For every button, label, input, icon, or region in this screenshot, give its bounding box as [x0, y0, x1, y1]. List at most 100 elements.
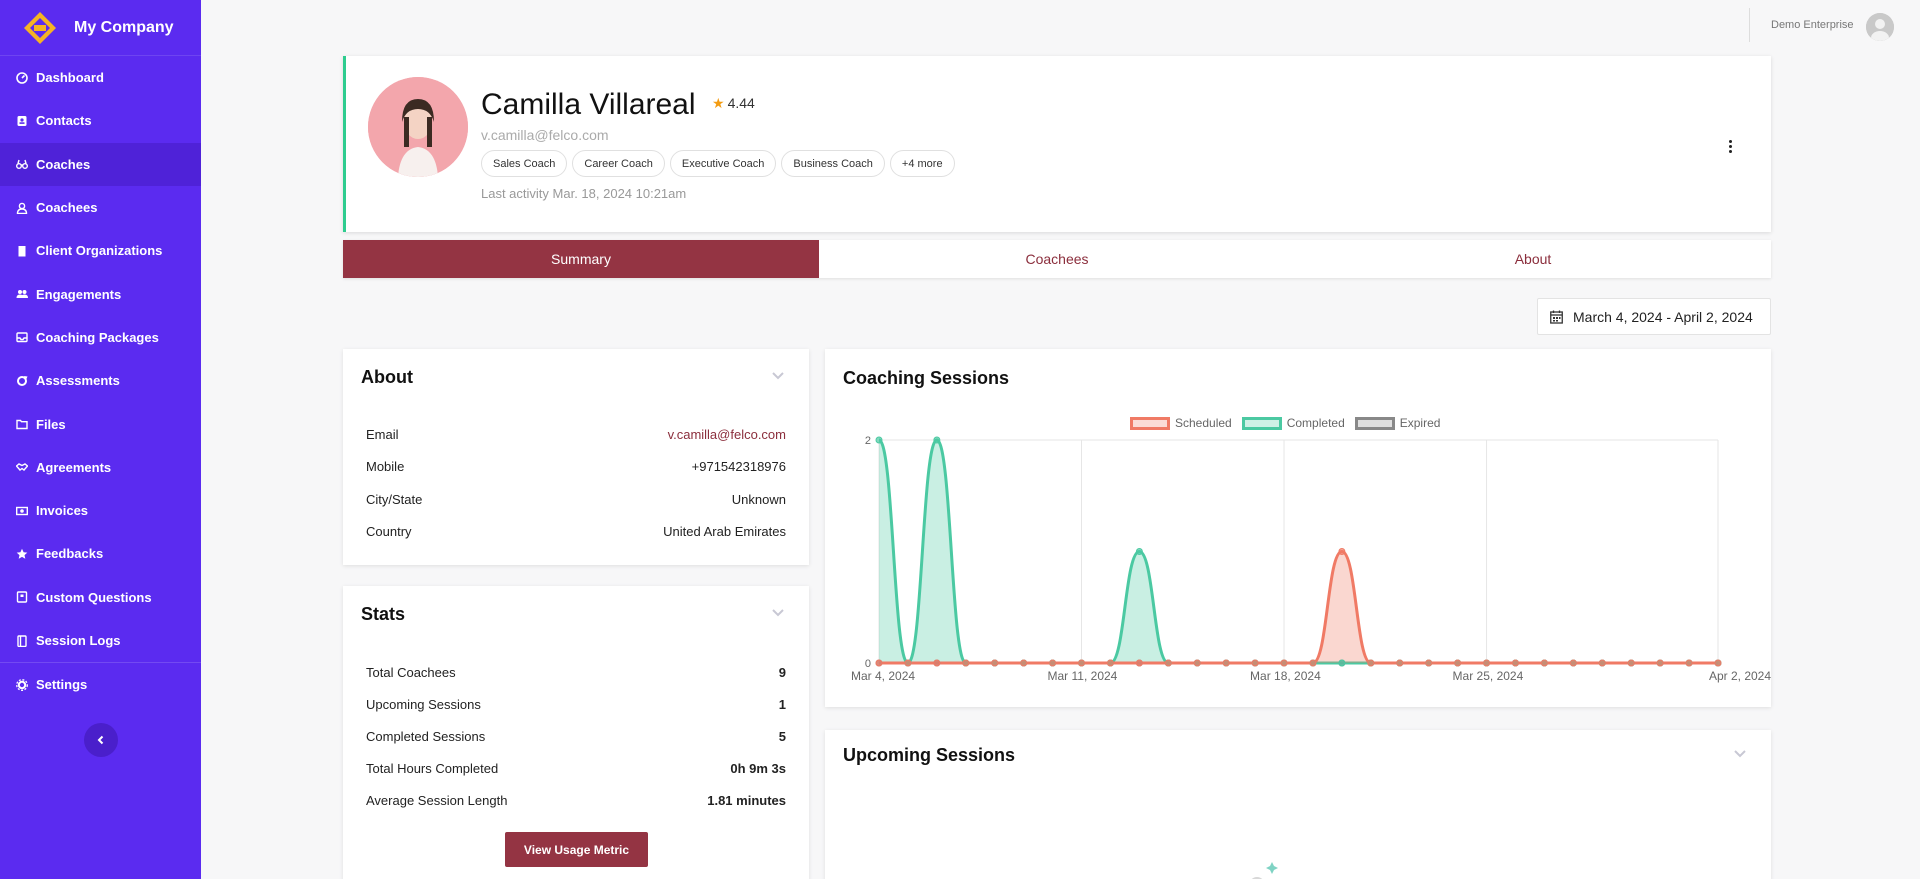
sidebar-item-label: Dashboard [36, 70, 104, 86]
empty-state-illustration-icon [1251, 862, 1278, 879]
coach-tag: Business Coach [781, 150, 885, 177]
row-value: 0h 9m 3s [730, 761, 786, 776]
sidebar-item-client-organizations[interactable]: Client Organizations [0, 229, 201, 272]
data-point-scheduled [1569, 659, 1577, 667]
sidebar-item-settings[interactable]: Settings [0, 663, 201, 706]
question-book-icon [15, 591, 28, 604]
sidebar-item-agreements[interactable]: Agreements [0, 446, 201, 489]
view-usage-metric-button[interactable]: View Usage Metric [505, 832, 648, 867]
coach-tag: Executive Coach [669, 150, 777, 177]
data-point-scheduled [1483, 659, 1491, 667]
sidebar-item-label: Assessments [36, 373, 120, 389]
profile-email: v.camilla@felco.com [481, 127, 609, 143]
user-name[interactable]: Demo Enterprise [1771, 19, 1854, 31]
data-point-scheduled [1425, 659, 1433, 667]
legend-swatch [1241, 416, 1282, 430]
info-row: Upcoming Sessions 1 [366, 697, 786, 712]
sidebar-item-coaching-packages[interactable]: Coaching Packages [0, 316, 201, 359]
series-line-scheduled [879, 549, 1718, 665]
collapse-sidebar-button[interactable] [84, 723, 118, 757]
data-point-scheduled [1685, 659, 1693, 667]
sidebar-item-files[interactable]: Files [0, 402, 201, 445]
data-point-scheduled [1338, 548, 1346, 555]
building-icon [15, 244, 28, 257]
sidebar-item-session-logs[interactable]: Session Logs [0, 619, 201, 662]
more-options-icon[interactable] [1722, 136, 1738, 156]
legend-swatch [1354, 416, 1395, 430]
info-row: Total Coachees 9 [366, 665, 786, 680]
data-point-scheduled [1078, 659, 1086, 667]
more-tags-button[interactable]: +4 more [889, 150, 955, 177]
stats-card: Stats Total Coachees 9 Upcoming Sessions 1 C… [343, 586, 809, 879]
legend-item[interactable]: Completed [1241, 416, 1345, 430]
row-label: Mobile [366, 459, 405, 475]
data-point-completed [1338, 659, 1346, 667]
series-area-scheduled [879, 551, 1718, 663]
tab-coachees[interactable]: Coachees [1025, 251, 1089, 267]
data-point-scheduled [875, 659, 883, 667]
data-point-scheduled [991, 659, 999, 667]
row-value: United Arab Emirates [663, 523, 786, 539]
data-point-scheduled [1367, 659, 1375, 667]
sidebar-item-label: Client Organizations [36, 243, 163, 259]
tab-about[interactable]: About [1514, 251, 1552, 267]
row-value: 5 [778, 729, 786, 744]
rating: ★ 4.44 [712, 95, 755, 112]
stats-title: Stats [361, 604, 406, 624]
sidebar-item-label: Coaches [36, 156, 91, 172]
sidebar-item-custom-questions[interactable]: Custom Questions [0, 576, 201, 619]
avatar-icon [1866, 13, 1894, 41]
sidebar-item-label: Agreements [36, 459, 112, 475]
sidebar-item-contacts[interactable]: Contacts [0, 99, 201, 142]
sidebar-item-invoices[interactable]: Invoices [0, 489, 201, 532]
profile-photo [368, 77, 468, 177]
legend-swatch [1130, 416, 1170, 430]
sidebar-item-engagements[interactable]: Engagements [0, 272, 201, 315]
series-area-completed [879, 440, 1718, 663]
tab-summary[interactable]: Summary [343, 240, 819, 278]
sidebar-item-coaches[interactable]: Coaches [0, 142, 201, 186]
chevron-down-icon[interactable] [771, 369, 785, 383]
about-title: About [361, 367, 413, 387]
sidebar-item-label: Session Logs [36, 633, 121, 648]
legend-item[interactable]: Scheduled [1130, 416, 1232, 430]
legend-item[interactable]: Expired [1354, 416, 1441, 430]
legend-label: Expired [1399, 416, 1441, 430]
rating-value: 4.44 [727, 95, 755, 111]
row-value[interactable]: v.camilla@felco.com [667, 427, 786, 442]
sidebar: My Company Dashboard Contacts Coaches Coach… [0, 0, 201, 879]
data-point-scheduled [1020, 659, 1028, 667]
last-activity: Last activity Mar. 18, 2024 10:21am [481, 186, 687, 201]
row-label: Total Coachees [366, 665, 456, 680]
sidebar-item-coachees[interactable]: Coachees [0, 186, 201, 229]
chevron-down-icon[interactable] [1733, 747, 1747, 761]
sync-icon [15, 374, 28, 387]
brand[interactable]: My Company [0, 0, 201, 56]
dashboard-icon [15, 71, 28, 84]
sidebar-item-label: Coaching Packages [36, 329, 159, 345]
data-point-scheduled [1511, 659, 1519, 667]
date-range-picker[interactable]: March 4, 2024 - April 2, 2024 [1537, 298, 1771, 335]
sidebar-item-assessments[interactable]: Assessments [0, 359, 201, 402]
row-value: 1 [778, 697, 786, 712]
coaching-sessions-card: Coaching Sessions Scheduled Completed Expi… [825, 349, 1771, 707]
user-avatar[interactable] [1866, 13, 1894, 41]
upcoming-sessions-title: Upcoming Sessions [843, 745, 1016, 765]
row-label: Average Session Length [366, 793, 508, 808]
data-point-scheduled [1540, 659, 1548, 667]
coaching-sessions-title: Coaching Sessions [843, 368, 1010, 388]
profile-name: Camilla Villareal [481, 88, 696, 121]
sidebar-item-feedbacks[interactable]: Feedbacks [0, 532, 201, 575]
sidebar-item-label: Custom Questions [36, 589, 152, 605]
row-value: +971542318976 [691, 459, 786, 475]
chart-legend: Scheduled Completed Expired [1130, 416, 1440, 430]
legend-label: Scheduled [1175, 416, 1232, 430]
date-range-value: March 4, 2024 - April 2, 2024 [1573, 308, 1753, 325]
data-point-scheduled [933, 659, 941, 667]
sidebar-item-dashboard[interactable]: Dashboard [0, 56, 201, 99]
info-row: City/State Unknown [366, 492, 786, 507]
row-label: Total Hours Completed [366, 761, 499, 776]
chevron-down-icon[interactable] [771, 606, 785, 620]
x-tick-label: Mar 18, 2024 [1250, 669, 1321, 683]
data-point-scheduled [1222, 659, 1230, 667]
